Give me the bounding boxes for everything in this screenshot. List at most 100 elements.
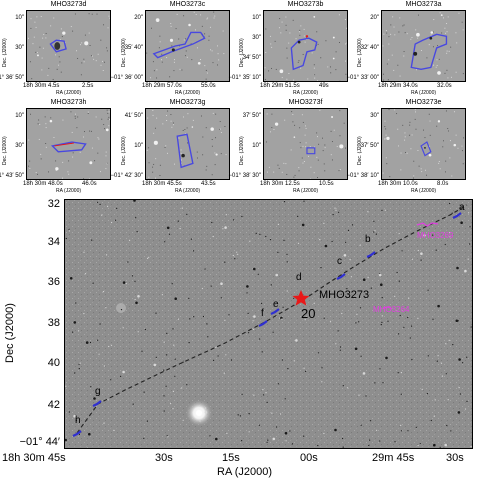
knot-emission	[258, 320, 268, 327]
main-y-tick: 34	[47, 236, 60, 248]
cutout-y-tick: −01° 38′ 10"	[346, 173, 379, 179]
cutout-y-tick: 32′ 40"	[360, 45, 379, 51]
main-image	[65, 200, 472, 448]
cutout-y-tick: 35′ 40"	[124, 45, 143, 51]
cutout-x-axis-label: RA (J2000)	[175, 188, 201, 194]
main-x-tick: 30s	[155, 452, 173, 464]
cutout-x-tick: 18h 29m 57.0s	[142, 83, 182, 89]
knot-emission	[452, 212, 462, 219]
cutout-x-tick: 49s	[319, 83, 329, 89]
main-y-tick: 40	[47, 357, 60, 369]
cutout-x-tick: 46.0s	[82, 181, 97, 187]
cutout-y-tick: 30"	[15, 143, 24, 149]
main-y-tick: 42	[47, 399, 60, 411]
main-y-tick: 32	[47, 198, 60, 210]
cutout-panel: MHO3273c	[145, 1, 230, 97]
cutout-y-axis-label: Dec. (J2000)	[239, 136, 245, 165]
mho3269-outline	[416, 222, 439, 227]
knot-emission	[366, 251, 376, 258]
cutout-panel: MHO3273f	[263, 99, 348, 195]
cutout-panel: MHO3273a	[381, 1, 466, 97]
cutout-title: MHO3273c	[169, 1, 206, 8]
cutout-x-axis-label: RA (J2000)	[293, 188, 319, 194]
cutout-x-tick: 8.0s	[437, 181, 449, 187]
main-y-axis-label: Dec (J2000)	[4, 303, 16, 363]
cutout-y-tick: −01° 36′ 00"	[110, 75, 143, 81]
cutout-x-tick: 55.0s	[201, 83, 216, 89]
cutout-image	[381, 10, 466, 82]
cutout-image	[145, 10, 230, 82]
cutout-x-tick: 18h 29m 51.5s	[260, 83, 300, 89]
cutout-y-axis-label: Dec. (J2000)	[357, 38, 363, 67]
knot-label: b	[365, 234, 371, 245]
cutout-y-tick: 30"	[252, 35, 261, 41]
knot-label: a	[459, 202, 465, 213]
cutout-x-axis-label: RA (J2000)	[175, 90, 201, 96]
main-y-tick: 36	[47, 276, 60, 288]
cutout-title: MHO3273f	[288, 99, 323, 106]
cutout-panel: MHO3273g	[145, 99, 230, 195]
cutout-image	[263, 108, 348, 180]
knot-label: g	[95, 386, 101, 397]
cutout-title: MHO3273g	[169, 99, 206, 106]
cutout-image	[381, 108, 466, 180]
knot-emission	[72, 430, 82, 437]
cutout-title: MHO3273a	[405, 1, 442, 8]
knot-emission	[336, 273, 346, 280]
cutout-y-tick: 20"	[370, 15, 379, 21]
knot-emission	[92, 400, 102, 407]
cutout-y-tick: 10"	[15, 15, 24, 21]
main-y-tick: 38	[47, 317, 60, 329]
cutout-x-tick: 18h 30m 48.0s	[23, 181, 63, 187]
cutout-x-axis-label: RA (J2000)	[411, 90, 437, 96]
cutout-y-tick: −01° 43′ 50"	[0, 173, 24, 179]
source-number: 20	[301, 306, 316, 321]
cutout-y-tick: −01° 33′ 00"	[346, 75, 379, 81]
cutout-x-tick: 18h 30m 10.0s	[378, 181, 418, 187]
cutout-y-tick: −01° 42′ 30"	[110, 173, 143, 179]
jet-axis-line	[76, 204, 468, 434]
field-stars	[65, 200, 472, 448]
cutout-y-tick: 10"	[252, 143, 261, 149]
cutout-y-tick: 30"	[15, 45, 24, 51]
cutout-y-tick: 41′ 50"	[124, 113, 143, 119]
main-y-tick: −01° 44′	[19, 436, 60, 448]
cutout-y-axis-label: Dec. (J2000)	[121, 136, 127, 165]
knot-label: c	[337, 256, 342, 267]
knot-label: d	[296, 272, 302, 283]
cutout-y-tick: 37′ 50"	[360, 143, 379, 149]
knot-emission	[270, 308, 280, 315]
cutout-y-axis-label: Dec. (J2000)	[2, 136, 8, 165]
cutout-x-tick: 10.5s	[319, 181, 334, 187]
cutout-y-tick: 30"	[370, 113, 379, 119]
cutout-image	[26, 10, 111, 82]
cutout-title: MHO3273h	[50, 99, 87, 106]
cutout-x-axis-label: RA (J2000)	[56, 90, 82, 96]
cutout-x-tick: 2.5s	[82, 83, 94, 89]
cutout-panel: MHO3273d	[26, 1, 111, 97]
cutout-image	[26, 108, 111, 180]
cutout-x-axis-label: RA (J2000)	[293, 90, 319, 96]
main-x-tick: 18h 30m 45s	[2, 452, 66, 464]
cutout-y-tick: 10"	[252, 15, 261, 21]
cutout-x-tick: 18h 30m 45.5s	[142, 181, 182, 187]
cutout-x-axis-label: RA (J2000)	[56, 188, 82, 194]
cutout-image	[263, 10, 348, 82]
cutout-title: MHO3273b	[287, 1, 324, 8]
source-label: MHO3273	[319, 289, 370, 301]
cutout-panel: MHO3273h	[26, 99, 111, 195]
cutout-x-tick: 18h 30m 12.5s	[260, 181, 300, 187]
cutout-y-tick: 34′ 50"	[242, 55, 261, 61]
cutout-x-tick: 18h 29m 34.0s	[378, 83, 418, 89]
knot-label: e	[273, 299, 279, 310]
cutout-y-tick: 10"	[15, 113, 24, 119]
knot-label: h	[75, 415, 81, 426]
main-x-tick: 30s	[446, 452, 464, 464]
mho3264-outline	[382, 306, 393, 310]
cutout-y-tick: 20"	[134, 15, 143, 21]
main-x-tick: 15s	[222, 452, 240, 464]
cutout-panel: MHO3273b	[263, 1, 348, 97]
main-x-tick: 00s	[300, 452, 318, 464]
cutout-image	[145, 108, 230, 180]
